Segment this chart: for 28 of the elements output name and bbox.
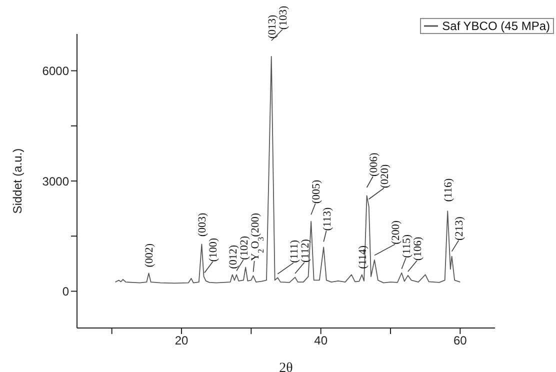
x-axis-title: 2θ <box>279 361 294 372</box>
y-tick-label: 0 <box>62 284 70 299</box>
annotation: (002) <box>144 243 156 268</box>
annotation: (012) <box>227 244 240 269</box>
annotation: (213) <box>454 216 466 240</box>
x-tick-label: 20 <box>174 334 188 348</box>
annotation: (005) <box>310 179 322 204</box>
annotation: (103) <box>277 5 290 30</box>
annotation: (112) <box>299 238 312 263</box>
annotation: (200) <box>390 220 402 244</box>
y-axis-title: Siddet (a.u.) <box>10 148 24 214</box>
annotation: (111) <box>288 240 300 263</box>
annotation: (003) <box>196 212 209 237</box>
annotation: (116) <box>442 178 455 202</box>
annotation: (020) <box>378 164 391 188</box>
annotation: (100) <box>208 238 220 262</box>
annotation: (013) <box>266 14 278 39</box>
legend-label: Saf YBCO (45 MPa) <box>442 19 550 33</box>
annotation: (106) <box>412 236 424 261</box>
y-tick-label: 6000 <box>42 64 70 78</box>
annotation: (006) <box>368 152 380 176</box>
x-tick-label: 40 <box>314 334 328 348</box>
annotation: (102) <box>238 236 250 260</box>
x-tick-label: 60 <box>453 334 468 348</box>
y-tick-label: 3000 <box>42 174 70 188</box>
annotation: (113) <box>321 206 334 231</box>
annotation: (114) <box>356 245 369 269</box>
annotation: (115) <box>400 234 413 258</box>
